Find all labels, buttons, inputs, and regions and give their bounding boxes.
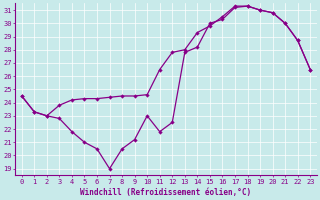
X-axis label: Windchill (Refroidissement éolien,°C): Windchill (Refroidissement éolien,°C): [80, 188, 252, 197]
